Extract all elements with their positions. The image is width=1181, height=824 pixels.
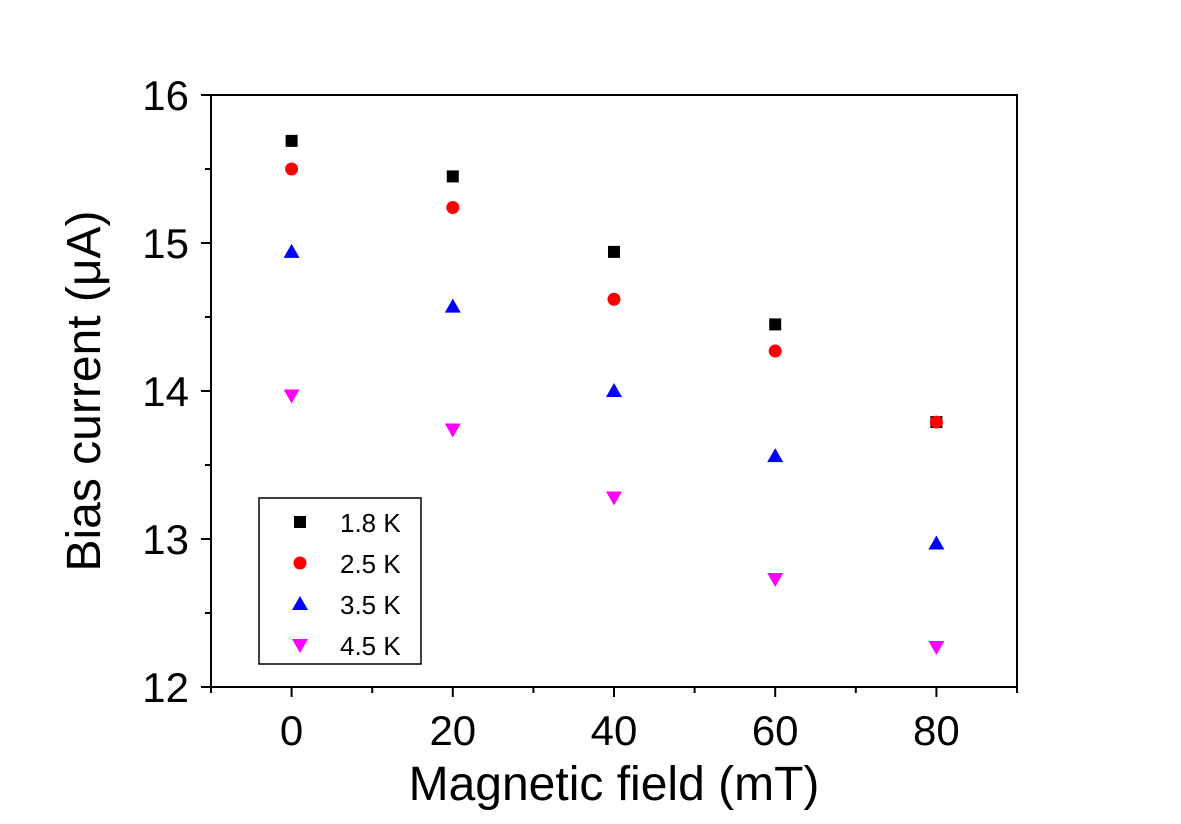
tick-labels: 0 20 40 60 80 12 13 14 15 16 bbox=[142, 72, 959, 754]
data-point bbox=[607, 292, 621, 306]
data-point bbox=[606, 383, 622, 397]
legend-label: 2.5 K bbox=[340, 549, 401, 579]
y-tick-label: 12 bbox=[142, 664, 189, 711]
y-tick-label: 14 bbox=[142, 368, 189, 415]
x-tick-label: 80 bbox=[913, 707, 960, 754]
legend-label: 4.5 K bbox=[340, 631, 401, 661]
legend: 1.8 K 2.5 K 3.5 K 4.5 K bbox=[258, 497, 422, 665]
x-tick-label: 60 bbox=[752, 707, 799, 754]
data-point bbox=[444, 423, 461, 438]
x-axis-title: Magnetic field (mT) bbox=[409, 758, 820, 811]
data-point bbox=[928, 641, 945, 656]
y-axis-title: Bias current (μA) bbox=[58, 210, 111, 571]
ticks bbox=[201, 94, 1018, 697]
data-point bbox=[929, 415, 943, 429]
legend-box bbox=[258, 497, 422, 665]
legend-label: 3.5 K bbox=[340, 590, 401, 620]
data-point bbox=[769, 318, 782, 331]
data-point bbox=[608, 245, 620, 258]
data-point bbox=[446, 200, 460, 214]
data-point bbox=[285, 162, 299, 176]
data-point bbox=[768, 344, 782, 358]
data-point bbox=[928, 535, 945, 550]
data-point bbox=[283, 243, 300, 258]
legend-marker bbox=[293, 556, 307, 570]
x-tick-label: 40 bbox=[591, 707, 638, 754]
y-tick-label: 16 bbox=[142, 72, 189, 119]
legend-items: 1.8 K 2.5 K 3.5 K 4.5 K bbox=[292, 508, 401, 661]
y-tick-label: 13 bbox=[142, 516, 189, 563]
data-point bbox=[606, 491, 622, 506]
legend-marker bbox=[294, 516, 306, 528]
legend-label: 1.8 K bbox=[340, 508, 401, 538]
data-point bbox=[767, 448, 784, 463]
legend-marker bbox=[292, 639, 308, 653]
x-tick-label: 20 bbox=[429, 707, 476, 754]
y-tick-label: 15 bbox=[142, 220, 189, 267]
data-markers bbox=[283, 134, 945, 656]
x-tick-label: 0 bbox=[280, 707, 303, 754]
data-point bbox=[283, 389, 300, 404]
data-point bbox=[446, 170, 459, 183]
data-point bbox=[285, 134, 298, 147]
data-point bbox=[444, 298, 461, 313]
data-point bbox=[767, 572, 784, 587]
legend-marker bbox=[292, 596, 308, 610]
